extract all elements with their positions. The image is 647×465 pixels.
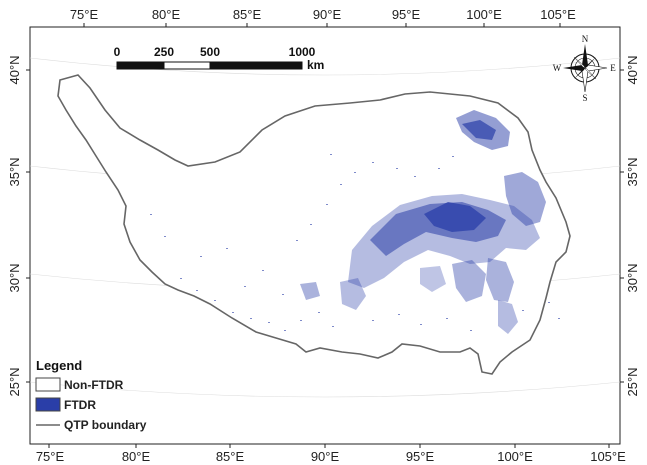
- lon-label-bottom: 100°E: [497, 449, 533, 464]
- lat-label-right: 35°N: [625, 157, 640, 186]
- qtp-region: [57, 74, 571, 375]
- lat-labels-right: 40°N 35°N 30°N 25°N: [625, 55, 640, 396]
- lon-label-top: 90°E: [313, 7, 342, 22]
- legend-label-boundary: QTP boundary: [64, 418, 147, 432]
- lon-label-bottom: 80°E: [122, 449, 151, 464]
- lon-label-top: 85°E: [233, 7, 262, 22]
- legend-label-ftdr: FTDR: [64, 398, 96, 412]
- ftdr-patches: [300, 110, 546, 334]
- legend-title: Legend: [36, 358, 82, 373]
- legend-label-non-ftdr: Non-FTDR: [64, 378, 124, 392]
- north-arrow-s: S: [582, 93, 587, 103]
- lon-labels-top: 75°E 80°E 85°E 90°E 95°E 100°E 105°E: [70, 7, 576, 22]
- north-arrow-w: W: [553, 63, 562, 73]
- scale-tick-label: 250: [154, 45, 174, 59]
- lat-label-right: 30°N: [625, 263, 640, 292]
- lat-label-right: 40°N: [625, 55, 640, 84]
- lon-labels-bottom: 75°E 80°E 85°E 90°E 95°E 100°E 105°E: [36, 449, 626, 464]
- lon-label-top: 100°E: [466, 7, 502, 22]
- lat-label-left: 25°N: [7, 367, 22, 396]
- lon-label-bottom: 85°E: [216, 449, 245, 464]
- ftdr-scatter: [150, 154, 560, 331]
- lon-label-top: 80°E: [152, 7, 181, 22]
- north-arrow-icon: N S E W: [553, 34, 617, 103]
- lat-label-left: 40°N: [7, 55, 22, 84]
- scale-unit: km: [307, 58, 324, 72]
- lat-labels-left: 40°N 35°N 30°N 25°N: [7, 55, 22, 396]
- north-arrow-n: N: [582, 34, 589, 44]
- lon-label-top: 75°E: [70, 7, 99, 22]
- lat-label-left: 30°N: [7, 263, 22, 292]
- legend-swatch-ftdr: [35, 397, 61, 412]
- lon-label-top: 95°E: [392, 7, 421, 22]
- frame-ticks: [26, 23, 624, 448]
- lon-label-bottom: 75°E: [36, 449, 65, 464]
- scale-bar-segment: [116, 61, 165, 70]
- lat-label-left: 35°N: [7, 157, 22, 186]
- scale-bar-segment: [163, 61, 211, 70]
- scale-bar-segment: [209, 61, 303, 70]
- lon-label-bottom: 95°E: [406, 449, 435, 464]
- legend-swatch-non-ftdr: [35, 377, 61, 392]
- scale-tick-label: 1000: [289, 45, 316, 59]
- scale-tick-label: 0: [114, 45, 121, 59]
- lon-label-bottom: 105°E: [590, 449, 626, 464]
- lon-label-bottom: 90°E: [311, 449, 340, 464]
- north-arrow-e: E: [610, 63, 616, 73]
- scale-tick-label: 500: [200, 45, 220, 59]
- scale-bar: 0 250 500 1000 km: [114, 45, 325, 72]
- lon-label-top: 105°E: [540, 7, 576, 22]
- lat-label-right: 25°N: [625, 367, 640, 396]
- legend: Legend Non-FTDR FTDR QTP boundary: [35, 358, 147, 432]
